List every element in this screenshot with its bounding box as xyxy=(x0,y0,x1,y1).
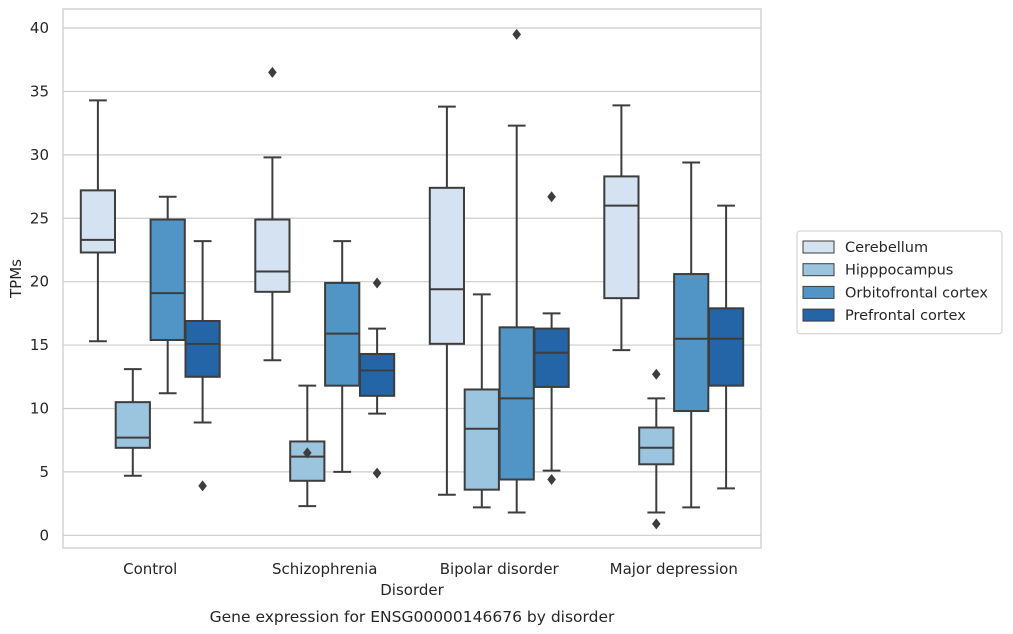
box-cerebellum-control xyxy=(79,99,117,343)
iqr-box xyxy=(428,186,466,345)
series-prefrontal-cortex xyxy=(184,191,745,492)
y-tick-label-10: 10 xyxy=(30,399,49,417)
box-prefrontal-cortex-bipolar-disorder xyxy=(533,191,570,486)
x-axis-label: Disorder xyxy=(380,581,444,599)
y-tick-label-20: 20 xyxy=(30,273,49,291)
y-tick-labels: 0 5 10 15 20 25 30 35 40 xyxy=(30,19,49,544)
outlier-marker xyxy=(268,66,277,78)
iqr-box xyxy=(463,388,500,491)
legend-label: Hipppocampus xyxy=(845,263,953,279)
series-cerebellum xyxy=(79,66,640,496)
x-tick-label-bipolar-disorder: Bipolar disorder xyxy=(440,560,560,578)
y-tick-label-25: 25 xyxy=(30,209,49,227)
y-tick-label-5: 5 xyxy=(39,463,49,481)
box-cerebellum-bipolar-disorder xyxy=(428,105,466,496)
iqr-box xyxy=(254,218,291,293)
outlier-marker xyxy=(372,277,382,289)
iqr-box xyxy=(603,175,640,300)
outlier-marker xyxy=(372,467,382,479)
outlier-marker xyxy=(512,28,521,40)
legend-swatch xyxy=(802,263,835,277)
boxes-layer xyxy=(79,28,745,530)
legend-label: Prefrontal cortex xyxy=(845,308,966,324)
iqr-box xyxy=(289,440,326,482)
legend-swatch xyxy=(802,240,835,254)
box-cerebellum-major-depression xyxy=(603,104,640,352)
x-tick-labels: Control Schizophrenia Bipolar disorder Majo… xyxy=(123,560,738,578)
y-tick-label-35: 35 xyxy=(30,82,49,100)
legend-swatch xyxy=(802,285,835,299)
iqr-box xyxy=(358,352,396,397)
outlier-marker xyxy=(547,191,556,203)
box-hipppocampus-major-depression xyxy=(638,368,675,530)
box-orbitofrontal-cortex-schizophrenia xyxy=(324,240,361,473)
chart-caption: Gene expression for ENSG00000146676 by d… xyxy=(210,608,615,626)
x-tick-label-schizophrenia: Schizophrenia xyxy=(272,560,377,578)
box-hipppocampus-schizophrenia xyxy=(289,384,326,508)
legend-item-cerebellum: Cerebellum xyxy=(802,240,928,256)
legend-item-orbitofrontal-cortex: Orbitofrontal cortex xyxy=(802,285,988,301)
outlier-marker xyxy=(303,447,312,459)
box-prefrontal-cortex-control xyxy=(184,240,221,492)
legend-label: Cerebellum xyxy=(845,240,928,256)
box-prefrontal-cortex-schizophrenia xyxy=(358,277,396,479)
iqr-box xyxy=(673,273,710,413)
legend-item-hipppocampus: Hipppocampus xyxy=(802,263,953,279)
box-cerebellum-schizophrenia xyxy=(254,66,291,362)
outlier-marker xyxy=(652,368,661,380)
y-tick-label-15: 15 xyxy=(30,336,49,354)
outlier-marker xyxy=(198,480,207,492)
x-tick-label-major-depression: Major depression xyxy=(610,560,738,578)
iqr-box xyxy=(184,319,221,378)
legend-item-prefrontal-cortex: Prefrontal cortex xyxy=(802,308,966,324)
series-orbitofrontal-cortex xyxy=(149,28,710,514)
box-hipppocampus-bipolar-disorder xyxy=(463,293,500,509)
box-orbitofrontal-cortex-control xyxy=(149,195,186,395)
legend: Cerebellum Hipppocampus Orbitofrontal cort… xyxy=(796,230,1003,335)
iqr-box xyxy=(707,307,745,387)
box-prefrontal-cortex-major-depression xyxy=(707,204,745,490)
box-hipppocampus-control xyxy=(114,368,151,477)
y-tick-label-30: 30 xyxy=(30,146,49,164)
iqr-box xyxy=(79,189,117,254)
legend-swatch xyxy=(802,308,835,322)
series-hipppocampus xyxy=(114,293,675,530)
y-axis-label: TPMs xyxy=(7,259,25,299)
box-orbitofrontal-cortex-major-depression xyxy=(673,161,710,509)
x-tick-label-control: Control xyxy=(123,560,177,578)
plot-frame xyxy=(62,8,762,549)
y-tick-label-40: 40 xyxy=(30,19,49,37)
outlier-marker xyxy=(652,518,661,530)
y-tick-label-0: 0 xyxy=(39,526,49,544)
box-orbitofrontal-cortex-bipolar-disorder xyxy=(498,28,535,514)
iqr-box xyxy=(638,426,675,466)
iqr-box xyxy=(149,218,186,342)
iqr-box xyxy=(498,326,535,481)
iqr-box xyxy=(533,327,570,388)
outlier-marker xyxy=(547,474,556,486)
iqr-box xyxy=(114,401,151,449)
legend-label: Orbitofrontal cortex xyxy=(845,285,988,301)
legend-frame xyxy=(796,230,1003,335)
